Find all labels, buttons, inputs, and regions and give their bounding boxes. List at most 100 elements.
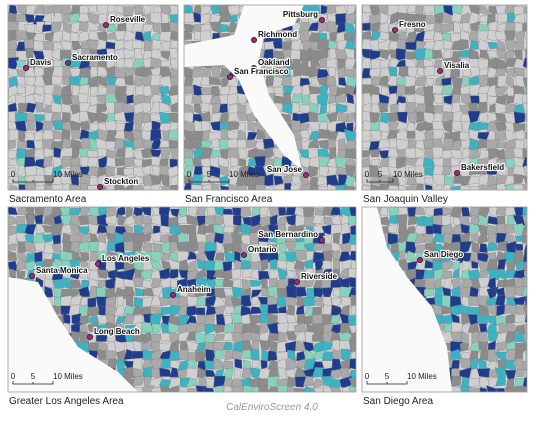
tract xyxy=(415,5,424,16)
tract xyxy=(152,225,161,234)
tract xyxy=(311,243,324,251)
tract xyxy=(69,233,82,244)
tract xyxy=(371,29,381,41)
tract xyxy=(265,157,276,167)
tract xyxy=(377,102,388,113)
tract xyxy=(346,101,356,114)
tract xyxy=(150,183,161,190)
tract xyxy=(355,148,356,155)
tract xyxy=(415,174,426,186)
tract xyxy=(523,323,527,335)
tract xyxy=(504,30,516,40)
tract xyxy=(52,279,65,289)
tract xyxy=(107,5,115,14)
tract xyxy=(282,102,294,115)
tract xyxy=(184,139,193,150)
panel-title: Greater Los Angeles Area xyxy=(9,396,124,407)
tract xyxy=(168,112,178,124)
tract xyxy=(191,184,203,190)
tract xyxy=(406,130,418,140)
tract xyxy=(335,103,348,114)
tract xyxy=(331,297,343,307)
tract xyxy=(152,323,162,335)
city-marker xyxy=(87,333,94,340)
tract xyxy=(461,39,469,51)
tract xyxy=(228,183,239,190)
scale-label: 0 xyxy=(11,372,16,381)
tract xyxy=(124,75,134,85)
tract xyxy=(115,85,127,97)
tract xyxy=(168,174,178,186)
tract xyxy=(134,5,144,16)
tract xyxy=(321,268,333,278)
tract xyxy=(168,129,178,141)
tract xyxy=(327,66,336,78)
tract xyxy=(161,12,169,25)
tract xyxy=(70,49,79,59)
tract xyxy=(468,121,481,131)
tract xyxy=(286,269,296,279)
tract xyxy=(308,165,319,178)
tract xyxy=(467,387,481,392)
tract xyxy=(97,269,109,279)
tract xyxy=(268,269,280,280)
tract xyxy=(25,149,36,159)
tract xyxy=(441,260,453,272)
tract xyxy=(524,214,527,224)
tract xyxy=(69,184,82,190)
tract xyxy=(432,104,443,114)
tract xyxy=(348,215,356,226)
tract xyxy=(195,323,206,333)
tract xyxy=(150,251,162,262)
tract xyxy=(133,296,144,308)
tract xyxy=(496,183,506,190)
scale-label: 10 Miles xyxy=(229,170,259,179)
tract xyxy=(295,268,305,279)
city-label: San Jose xyxy=(267,165,303,174)
tract xyxy=(171,147,178,161)
scale-bar xyxy=(188,179,230,183)
tract xyxy=(378,38,391,52)
tract xyxy=(388,215,401,224)
tract xyxy=(415,207,426,215)
tract xyxy=(240,294,252,308)
tract xyxy=(209,76,222,86)
tract xyxy=(496,39,506,51)
map-panel xyxy=(8,5,178,190)
tract xyxy=(80,259,89,272)
tract xyxy=(114,183,126,190)
tract xyxy=(398,207,408,216)
tract xyxy=(496,141,507,148)
tract xyxy=(313,378,325,389)
tract xyxy=(450,149,462,160)
tract xyxy=(191,138,203,150)
tract xyxy=(504,130,514,141)
tract xyxy=(123,278,136,290)
tract xyxy=(142,385,155,392)
tract xyxy=(206,207,217,216)
tract xyxy=(425,241,437,253)
tract xyxy=(423,277,436,290)
tract xyxy=(320,5,328,15)
tract xyxy=(196,207,207,216)
tract xyxy=(200,6,212,16)
tract xyxy=(252,360,261,370)
tract xyxy=(460,29,471,43)
tract xyxy=(87,76,99,88)
tract xyxy=(168,21,178,34)
tract xyxy=(238,146,248,160)
tract xyxy=(80,183,90,190)
tract xyxy=(86,111,99,124)
tract xyxy=(169,31,178,42)
tract xyxy=(514,313,526,324)
city-label: Richmond xyxy=(258,30,297,39)
tract xyxy=(459,343,470,352)
tract xyxy=(337,111,348,123)
tract xyxy=(405,184,417,190)
tract xyxy=(52,183,64,190)
tract xyxy=(413,47,427,61)
tract xyxy=(479,184,489,190)
tract xyxy=(341,358,351,370)
tract xyxy=(60,176,72,185)
tract xyxy=(240,207,252,219)
